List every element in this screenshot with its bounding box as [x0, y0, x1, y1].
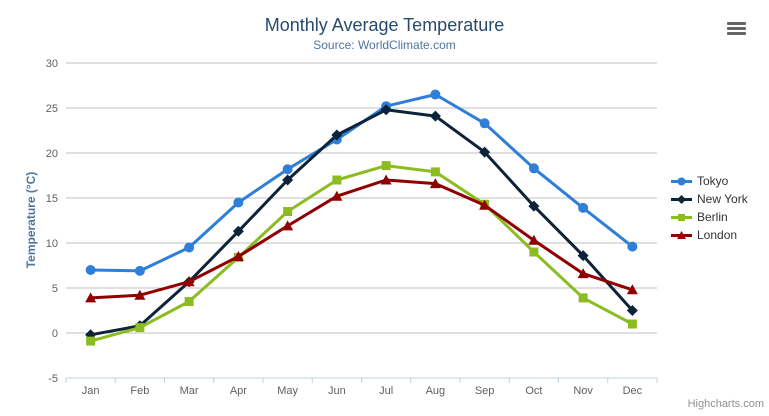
y-axis-label: 15 [46, 193, 58, 205]
series-point-marker[interactable] [184, 297, 194, 306]
x-axis-label: Jan [82, 385, 100, 397]
series-point-marker[interactable] [134, 265, 145, 276]
series-point-marker[interactable] [430, 167, 440, 177]
legend: Tokyo New York Berlin London [671, 172, 748, 244]
series-point-marker[interactable] [232, 251, 244, 261]
y-gridlines: -5 0 5 10 15 20 25 30 [46, 58, 657, 385]
series-point-marker[interactable] [86, 336, 96, 346]
y-axis-label: 25 [46, 103, 58, 115]
legend-marker-new-york [671, 194, 692, 204]
legend-marker-london [671, 230, 692, 239]
series-point-marker[interactable] [134, 289, 146, 300]
y-axis-label: 0 [52, 328, 58, 340]
series-point-marker[interactable] [626, 284, 638, 295]
series-point-marker[interactable] [232, 225, 244, 237]
series-point-marker[interactable] [381, 161, 391, 171]
series-point-marker[interactable] [528, 163, 539, 174]
x-axis-label: Dec [623, 385, 643, 397]
x-axis: Jan Feb Mar Apr May Jun Jul Aug Sep Oct Nov Dec [65, 377, 658, 397]
series-point-marker[interactable] [429, 110, 441, 122]
series-point-marker[interactable] [283, 207, 293, 216]
legend-item-london[interactable]: London [671, 226, 748, 244]
hamburger-icon [727, 27, 746, 30]
series-line-berlin[interactable] [89, 164, 634, 343]
series-point-marker[interactable] [380, 174, 392, 185]
legend-label: Berlin [697, 210, 728, 224]
series-tokyo[interactable] [85, 89, 638, 276]
series-point-marker[interactable] [577, 268, 589, 279]
series-point-marker[interactable] [233, 197, 244, 208]
x-axis-label: Nov [573, 385, 593, 397]
x-axis-label: Sep [475, 385, 495, 397]
legend-item-new-york[interactable]: New York [671, 190, 748, 208]
series-point-marker[interactable] [183, 276, 195, 287]
hamburger-icon [727, 22, 746, 25]
series-point-marker[interactable] [429, 178, 441, 189]
series-point-marker[interactable] [282, 174, 294, 186]
legend-label: New York [697, 192, 748, 206]
series-point-marker[interactable] [135, 323, 145, 333]
x-axis-label: Apr [230, 385, 247, 397]
series-point-marker[interactable] [332, 175, 342, 185]
x-axis-label: Jul [379, 385, 393, 397]
series-point-marker[interactable] [282, 164, 293, 175]
series-point-marker[interactable] [627, 241, 638, 252]
series-point-marker[interactable] [479, 146, 491, 158]
y-axis-title: Temperature (°C) [24, 171, 38, 269]
series-new-york[interactable] [85, 104, 638, 341]
legend-label: London [697, 228, 738, 242]
series-point-marker[interactable] [430, 89, 441, 100]
series-point-marker[interactable] [578, 202, 589, 213]
chart-title: Monthly Average Temperature [264, 15, 505, 35]
legend-item-berlin[interactable]: Berlin [671, 208, 748, 226]
series-point-marker[interactable] [479, 199, 491, 210]
chart-subtitle: Source: WorldClimate.com [313, 38, 456, 52]
series-point-marker[interactable] [678, 213, 685, 221]
x-axis-label: May [277, 385, 298, 397]
series-point-marker[interactable] [626, 305, 638, 316]
series-point-marker[interactable] [331, 190, 343, 201]
x-axis-label: Aug [426, 385, 446, 397]
series-point-marker[interactable] [528, 200, 540, 212]
y-axis-label: 30 [46, 58, 58, 70]
series-point-marker[interactable] [331, 129, 343, 141]
series-point-marker[interactable] [528, 234, 540, 245]
series-point-marker[interactable] [578, 293, 588, 303]
series-point-marker[interactable] [479, 118, 490, 129]
x-axis-label: Jun [328, 385, 346, 397]
series-point-marker[interactable] [85, 292, 97, 303]
y-axis-label: 20 [46, 148, 58, 160]
series-point-marker[interactable] [282, 220, 294, 231]
credits-link[interactable]: Highcharts.com [687, 398, 764, 410]
series-line-new-york[interactable] [89, 108, 634, 337]
hamburger-icon [727, 32, 746, 35]
legend-marker-tokyo [671, 177, 692, 185]
series-point-marker[interactable] [627, 319, 637, 329]
x-axis-label: Mar [180, 385, 199, 397]
series-point-marker[interactable] [85, 265, 96, 275]
legend-item-tokyo[interactable]: Tokyo [671, 172, 748, 190]
series-line-london[interactable] [89, 178, 634, 300]
series-point-marker[interactable] [529, 247, 539, 257]
legend-label: Tokyo [697, 174, 729, 188]
series-point-marker[interactable] [577, 250, 589, 262]
y-axis-label: -5 [48, 373, 58, 385]
legend-marker-berlin [671, 213, 692, 221]
series-point-marker[interactable] [380, 104, 392, 116]
y-axis-label: 5 [52, 283, 58, 295]
series-point-marker[interactable] [184, 242, 195, 253]
series-point-marker[interactable] [677, 194, 686, 204]
series-point-marker[interactable] [677, 177, 686, 185]
series-london[interactable] [85, 174, 638, 303]
x-axis-label: Feb [130, 385, 149, 397]
series-point-marker[interactable] [677, 230, 686, 239]
y-axis-label: 10 [46, 238, 58, 250]
x-axis-label: Oct [525, 385, 542, 397]
export-menu-button[interactable] [727, 22, 746, 35]
